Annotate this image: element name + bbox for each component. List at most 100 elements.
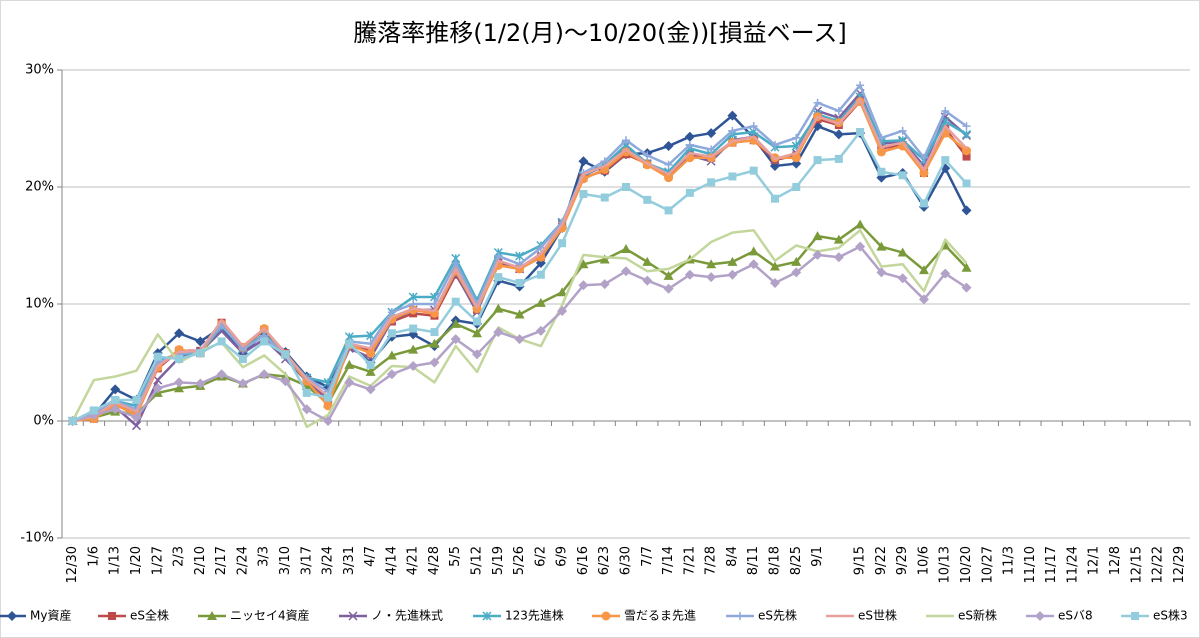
x-tick-label: 9/1 xyxy=(810,546,825,567)
marker xyxy=(216,369,227,380)
x-tick-label: 4/7 xyxy=(363,546,378,567)
marker xyxy=(535,297,546,307)
marker xyxy=(727,110,738,121)
marker xyxy=(599,279,610,290)
marker xyxy=(281,350,290,359)
marker xyxy=(833,129,844,140)
marker xyxy=(707,145,716,154)
marker xyxy=(834,154,843,163)
marker xyxy=(663,270,674,280)
marker xyxy=(387,329,396,338)
marker xyxy=(494,273,503,282)
legend-item: eS全株 xyxy=(98,608,169,623)
marker xyxy=(429,338,440,348)
x-tick-label: 12/15 xyxy=(1129,546,1144,583)
marker xyxy=(918,294,929,305)
marker xyxy=(898,171,907,180)
marker xyxy=(919,168,929,178)
marker xyxy=(196,349,205,358)
legend-label: eS新株 xyxy=(958,608,997,623)
marker xyxy=(621,244,631,254)
x-tick-label: 2/10 xyxy=(193,546,208,575)
marker xyxy=(450,334,461,345)
legend-label: eS株3 xyxy=(1153,608,1188,623)
legend-label: ノ・先進株式 xyxy=(371,608,443,623)
marker xyxy=(622,136,630,145)
marker xyxy=(600,157,609,166)
x-tick-label: 9/22 xyxy=(874,546,889,575)
marker xyxy=(238,354,247,363)
marker xyxy=(387,308,396,317)
marker xyxy=(174,383,185,393)
marker xyxy=(877,167,886,176)
marker xyxy=(536,270,545,279)
marker xyxy=(259,369,270,380)
marker xyxy=(493,303,504,313)
x-tick-label: 3/17 xyxy=(299,546,314,575)
x-tick-label: 12/29 xyxy=(1172,546,1187,583)
marker xyxy=(748,259,759,270)
marker xyxy=(366,348,376,358)
marker xyxy=(514,334,525,345)
x-tick-label: 3/3 xyxy=(257,546,272,567)
x-tick-label: 4/21 xyxy=(406,546,421,575)
marker xyxy=(728,126,737,135)
marker xyxy=(174,377,185,388)
marker xyxy=(876,267,887,278)
x-tick-label: 10/13 xyxy=(938,546,953,583)
marker xyxy=(175,354,184,363)
marker xyxy=(174,328,185,339)
x-tick-label: 3/31 xyxy=(342,546,357,575)
legend-label: eS先株 xyxy=(758,608,797,623)
marker xyxy=(749,122,758,131)
marker xyxy=(217,337,226,346)
series-line xyxy=(72,98,968,423)
marker xyxy=(728,172,737,181)
marker xyxy=(727,269,738,280)
y-tick-label: -10% xyxy=(20,531,54,546)
marker xyxy=(812,249,823,260)
marker xyxy=(791,267,802,278)
marker xyxy=(940,268,951,279)
marker xyxy=(323,416,334,426)
marker xyxy=(386,369,397,380)
legend-label: eSバ8 xyxy=(1058,609,1093,623)
x-tick-label: 4/14 xyxy=(384,546,399,575)
marker xyxy=(643,195,652,204)
marker xyxy=(324,393,333,402)
marker xyxy=(897,247,908,257)
x-tick-label: 7/14 xyxy=(661,546,676,575)
x-tick-label: 3/24 xyxy=(321,546,336,575)
y-tick-label: 0% xyxy=(33,414,54,429)
marker xyxy=(365,366,376,376)
legend-label: 雪だるま先進 xyxy=(624,609,696,623)
x-tick-label: 7/21 xyxy=(682,546,697,575)
marker xyxy=(643,151,652,160)
marker xyxy=(792,133,801,142)
marker xyxy=(365,384,376,395)
marker xyxy=(855,241,866,252)
marker xyxy=(856,128,865,137)
marker xyxy=(813,156,822,165)
marker xyxy=(897,273,908,284)
marker xyxy=(941,156,950,165)
marker xyxy=(833,234,844,244)
marker xyxy=(557,306,568,317)
marker xyxy=(876,147,886,157)
legend-item: ノ・先進株式 xyxy=(339,608,443,623)
marker xyxy=(707,178,716,187)
y-tick-label: 20% xyxy=(25,180,54,195)
x-tick-label: 5/5 xyxy=(448,546,463,567)
x-tick-label: 2/24 xyxy=(235,546,250,575)
marker xyxy=(769,261,780,271)
marker xyxy=(302,388,311,397)
marker xyxy=(409,324,418,333)
x-tick-label: 10/20 xyxy=(959,546,974,583)
x-tick-label: 3/10 xyxy=(278,546,293,575)
x-tick-label: 1/6 xyxy=(86,546,101,567)
marker xyxy=(941,106,950,115)
marker xyxy=(323,401,333,411)
series xyxy=(68,81,971,425)
marker xyxy=(834,106,843,115)
marker xyxy=(408,344,419,354)
